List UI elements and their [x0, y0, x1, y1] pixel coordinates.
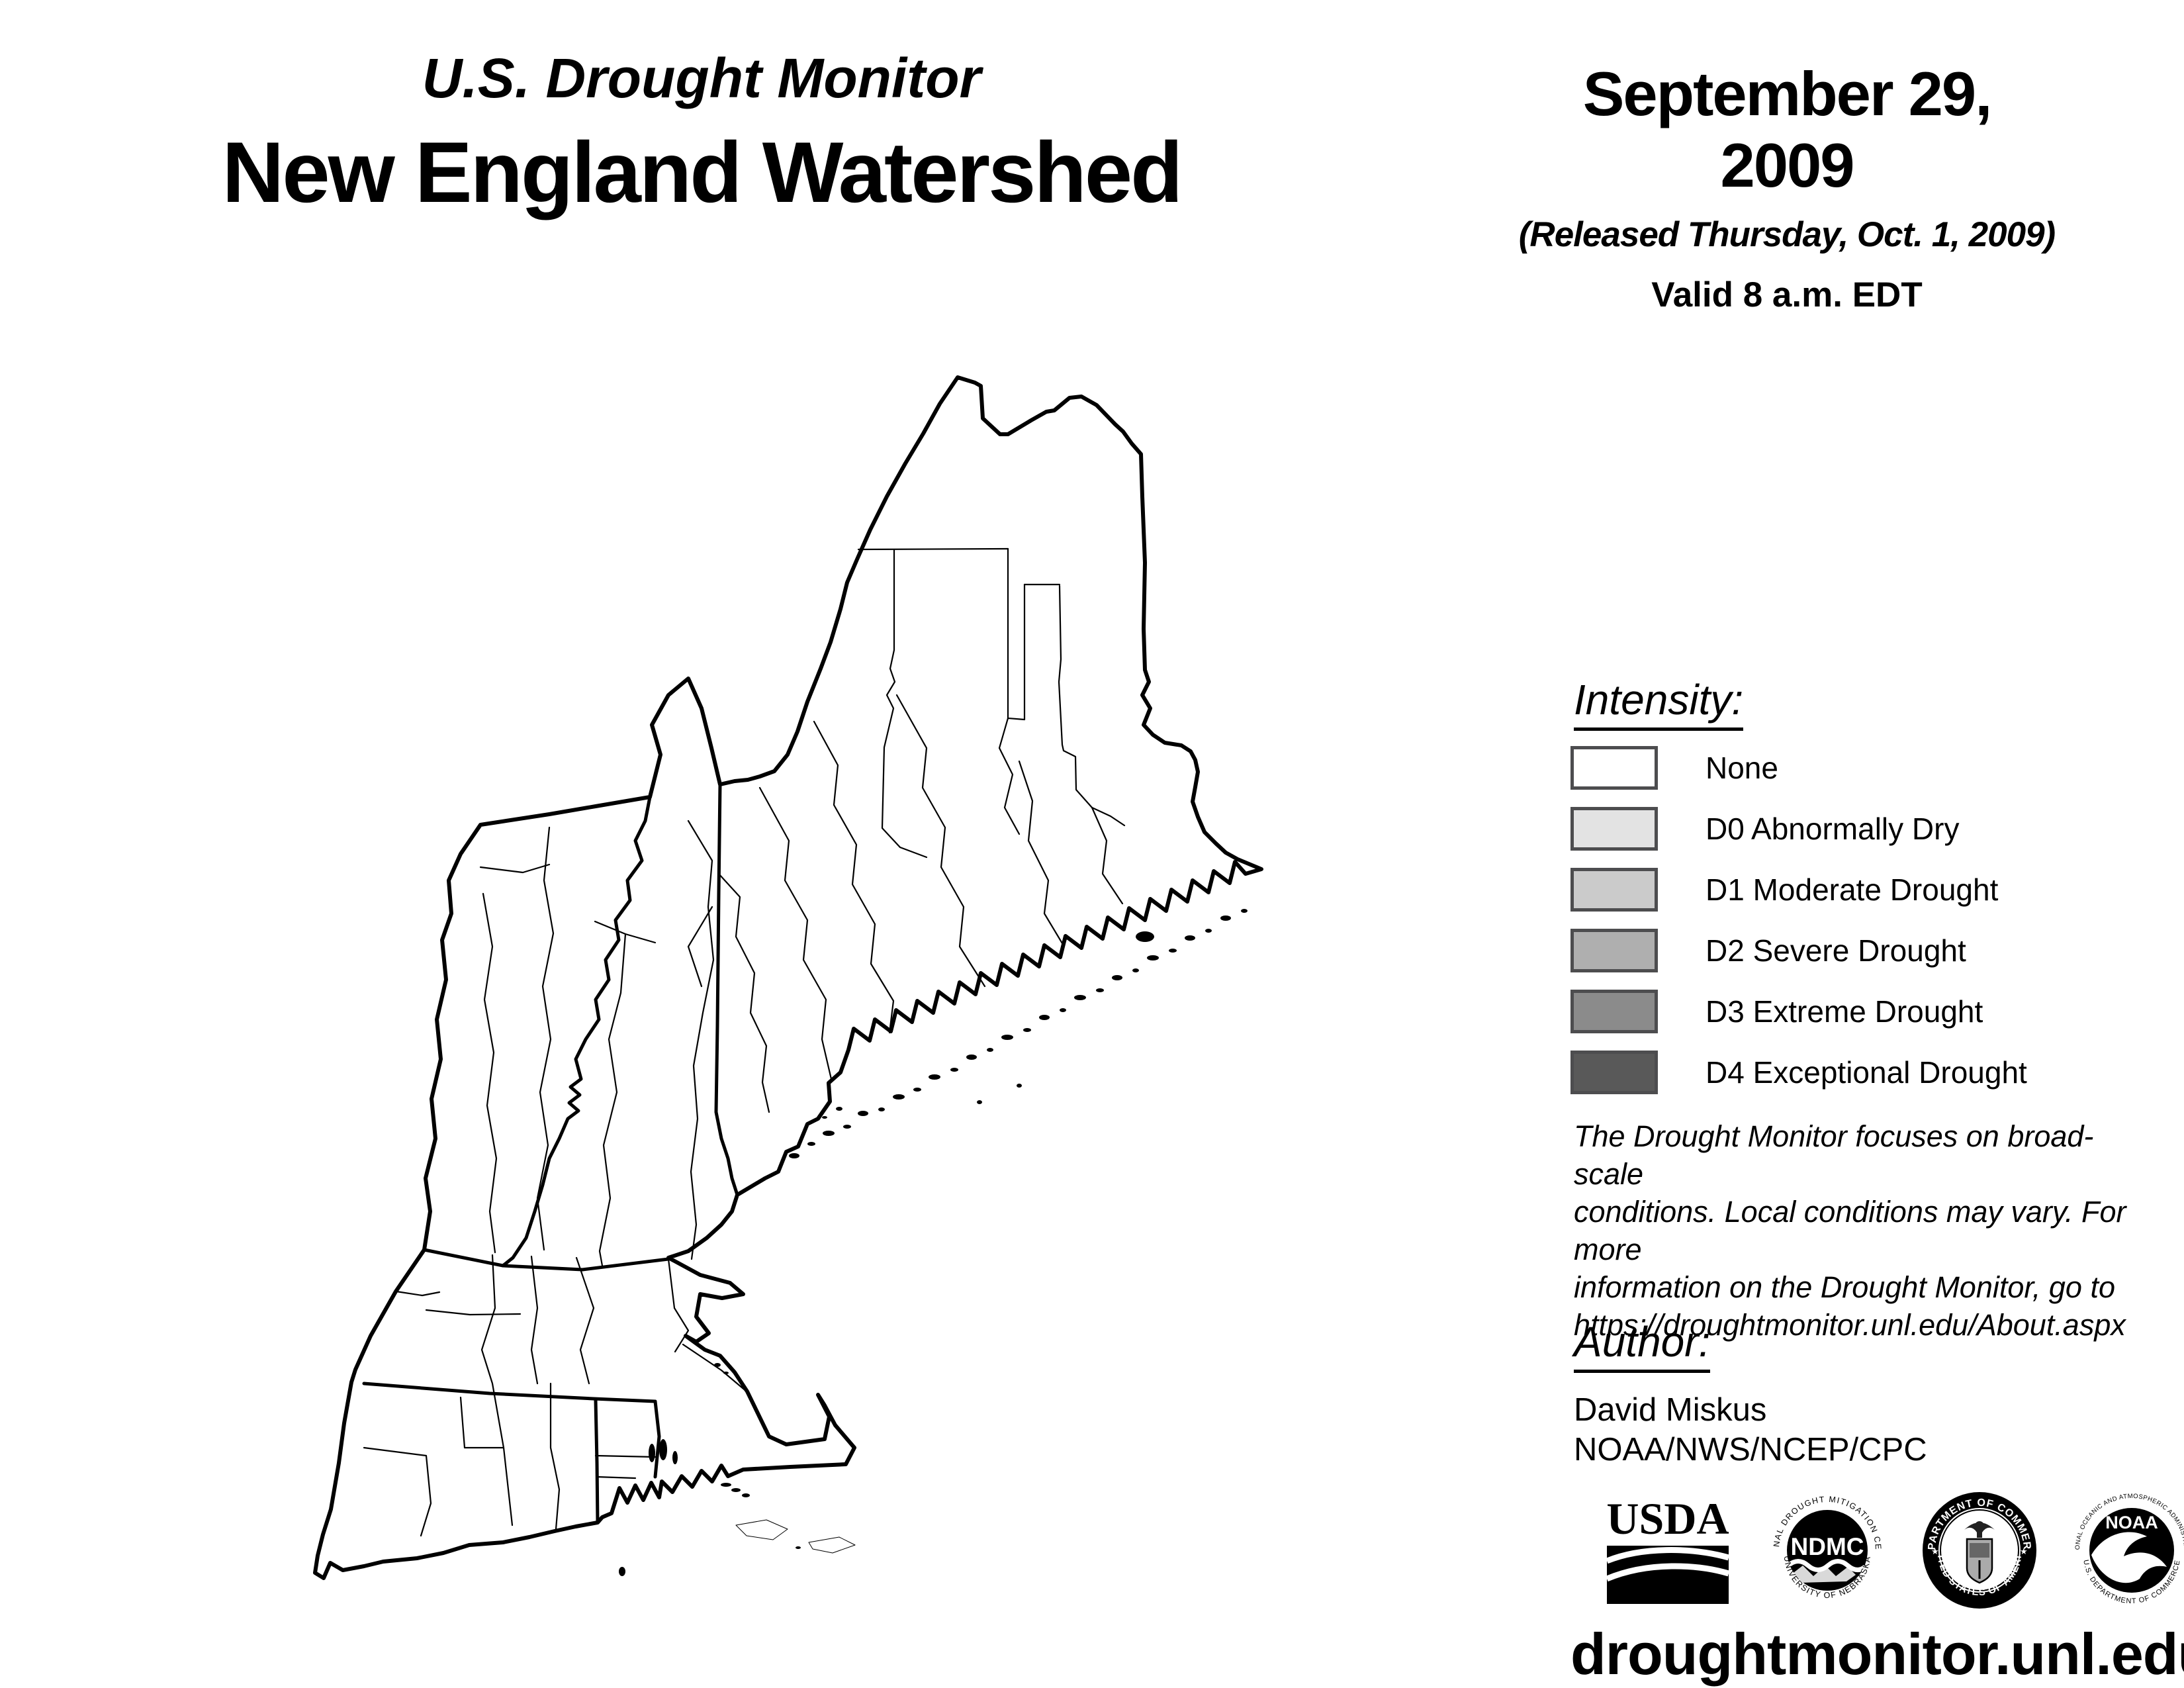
legend-swatch-d3: [1570, 990, 1658, 1033]
legend-swatch-none: [1570, 746, 1658, 790]
svg-text:NOAA: NOAA: [2105, 1513, 2158, 1532]
map-date: September 29, 2009: [1582, 59, 1993, 200]
state-border-ma-ct-ri: [362, 1382, 657, 1403]
supertitle: U.S. Drought Monitor: [422, 47, 981, 109]
legend-swatch-d4: [1570, 1051, 1658, 1094]
legend-swatch-d1: [1570, 868, 1658, 912]
author-heading: Author:: [1574, 1317, 1711, 1373]
legend-heading: Intensity:: [1574, 675, 1744, 731]
nantucket-island: [808, 1536, 856, 1554]
legend-label: D0 Abnormally Dry: [1706, 812, 1960, 846]
legend-label: None: [1706, 751, 1778, 785]
released-date: (Released Thursday, Oct. 1, 2009): [1518, 215, 2056, 254]
legend-row-d0: D0 Abnormally Dry: [1570, 807, 2027, 851]
title-block: U.S. Drought Monitor New England Watersh…: [0, 46, 1403, 222]
author-name: David Miskus: [1574, 1392, 1767, 1428]
legend-row-none: None: [1570, 746, 2027, 790]
new-england-watershed-map: [313, 375, 1263, 1580]
valid-time: Valid 8 a.m. EDT: [1651, 275, 1923, 314]
disclaimer-text: The Drought Monitor focuses on broad-sca…: [1574, 1119, 2126, 1342]
legend-row-d2: D2 Severe Drought: [1570, 929, 2027, 972]
legend-label: D2 Severe Drought: [1706, 933, 1966, 968]
watershed-boundaries: [363, 547, 1126, 1537]
legend-row-d1: D1 Moderate Drought: [1570, 868, 2027, 912]
author-affiliation: NOAA/NWS/NCEP/CPC: [1574, 1432, 1927, 1468]
agency-logos: USDA NDMC NATIONAL DROUGHT MITIGATION CE…: [1602, 1491, 2184, 1610]
legend-swatch-d2: [1570, 929, 1658, 972]
state-border-ri-ma-east: [653, 1399, 661, 1479]
date-block: September 29, 2009 (Released Thursday, O…: [1509, 58, 2065, 315]
svg-text:NDMC: NDMC: [1791, 1533, 1864, 1560]
intensity-legend: None D0 Abnormally Dry D1 Moderate Droug…: [1570, 746, 2027, 1112]
marthas-vineyard-island: [735, 1519, 788, 1540]
svg-text:USDA: USDA: [1606, 1493, 1729, 1544]
commerce-seal-icon: DEPARTMENT OF COMMERCE UNITED STATES OF …: [1921, 1491, 2036, 1609]
legend-label: D1 Moderate Drought: [1706, 872, 1999, 907]
state-border-ct-ri: [594, 1398, 600, 1524]
legend-label: D3 Extreme Drought: [1706, 994, 1983, 1029]
svg-text:★: ★: [1931, 1546, 1939, 1556]
legend-row-d4: D4 Exceptional Drought: [1570, 1051, 2027, 1094]
ndmc-logo-icon: NDMC NATIONAL DROUGHT MITIGATION CENTER …: [1768, 1491, 1882, 1600]
state-border-vt-nh: [501, 795, 652, 1268]
state-border-maine-nh: [714, 782, 739, 1197]
legend-swatch-d0: [1570, 807, 1658, 851]
state-border-ma-north: [422, 1248, 670, 1272]
map-outline-new-england: [313, 375, 1263, 1580]
page-title: New England Watershed: [222, 124, 1183, 220]
coastal-islands: [619, 909, 1248, 1576]
usda-logo-icon: USDA: [1606, 1493, 1730, 1604]
noaa-logo-icon: NOAA NATIONAL OCEANIC AND ATMOSPHERIC AD…: [2073, 1491, 2184, 1605]
svg-text:★: ★: [2020, 1546, 2028, 1556]
legend-label: D4 Exceptional Drought: [1706, 1055, 2027, 1090]
legend-row-d3: D3 Extreme Drought: [1570, 990, 2027, 1033]
drought-monitor-url: droughtmonitor.unl.edu: [1570, 1621, 2184, 1687]
